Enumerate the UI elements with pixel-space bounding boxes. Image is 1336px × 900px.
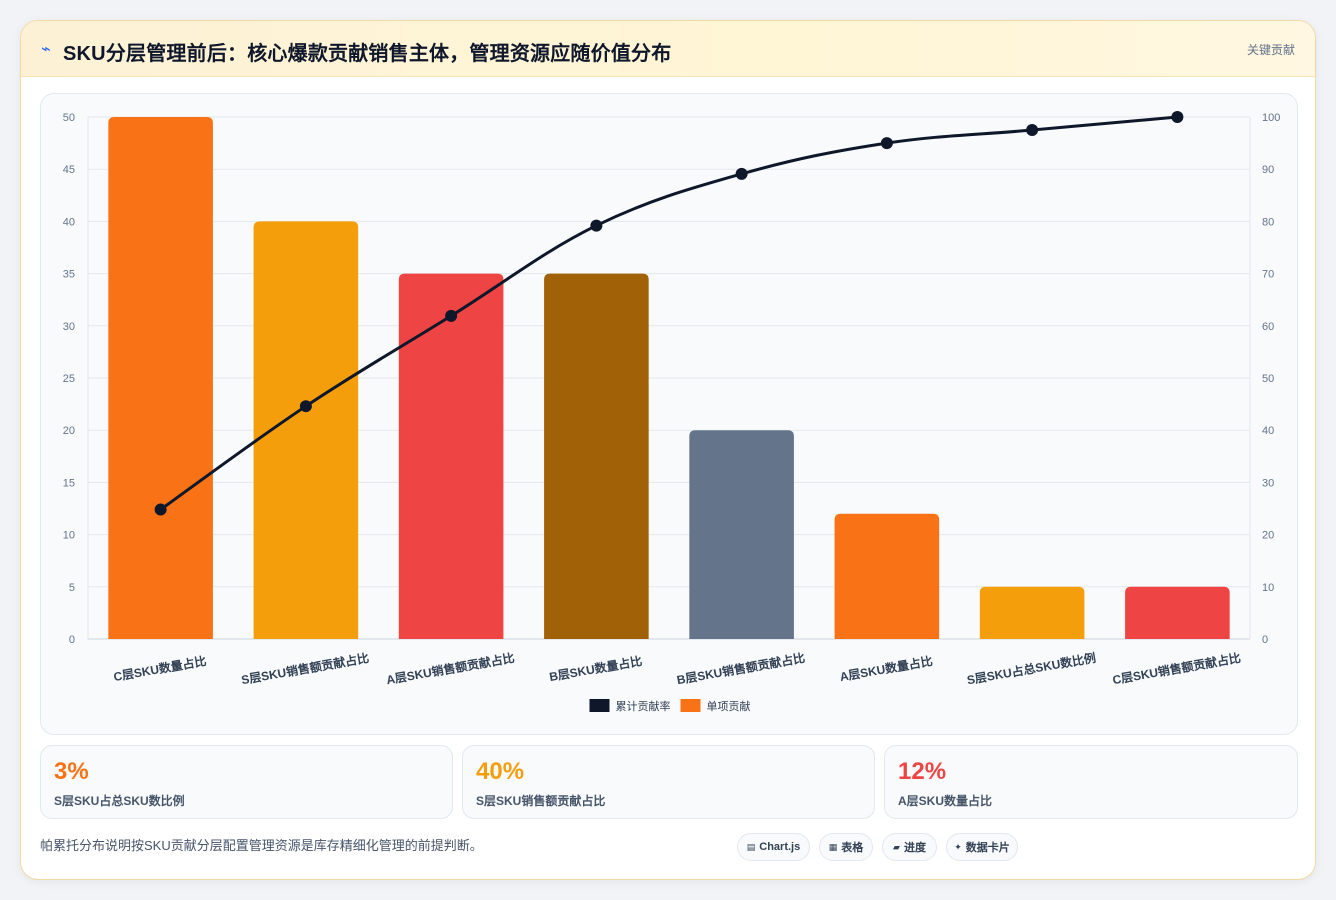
legend-label: 累计贡献率 [616,699,671,713]
y-left-tick-label: 5 [69,582,75,594]
y-left-tick-label: 15 [63,477,75,489]
x-tick-label: C层SKU销售额贡献占比 [1111,650,1242,687]
y-left-tick-label: 35 [63,269,75,281]
bar [834,513,940,639]
cumulative-point [445,309,458,322]
y-right-tick-label: 70 [1262,269,1274,281]
y-right-tick-label: 80 [1262,216,1274,228]
cumulative-point [880,137,893,150]
y-right-tick-label: 0 [1262,634,1268,646]
report-card: ⌁ SKU分层管理前后：核心爆款贡献销售主体，管理资源应随价值分布 关键贡献 0… [20,20,1316,880]
y-left-tick-label: 0 [69,634,75,646]
chart-container: 0 5 10 15 20 25 30 35 40 45 50 0 10 20 30 40 50 60 70 80 90 1… [40,93,1298,735]
y-left-tick-label: 30 [63,321,75,333]
x-tick-label: B层SKU销售额贡献占比 [676,650,807,687]
pill-chartjs[interactable]: ▤ Chart.js [737,833,810,861]
cumulative-point [735,167,748,180]
bar [253,221,359,639]
bar [398,273,504,639]
pill-datacard[interactable]: ✦ 数据卡片 [946,833,1018,861]
cumulative-point [154,503,167,516]
y-right-tick-label: 40 [1262,425,1274,437]
stat-value: 3% [54,758,89,785]
cumulative-point [299,400,312,413]
bar [108,117,213,639]
bar [1125,586,1230,639]
legend-label: 单项贡献 [707,699,751,713]
stat-value: 12% [898,758,947,785]
bar [689,430,794,639]
y-left-tick-label: 45 [63,164,75,176]
stat-label: A层SKU数量占比 [898,794,993,808]
y-right-tick-label: 30 [1262,477,1274,489]
cumulative-point [1026,124,1039,137]
pill-label: 表格 [841,842,864,854]
x-tick-label: A层SKU销售额贡献占比 [385,650,516,687]
pareto-chart: 0 5 10 15 20 25 30 35 40 45 50 0 10 20 30 40 50 60 70 80 90 1… [63,111,1280,713]
sparkle-icon: ✦ [954,841,962,852]
card-header: ⌁ SKU分层管理前后：核心爆款贡献销售主体，管理资源应随价值分布 关键贡献 [21,21,1315,77]
stat-card-2: 40% S层SKU销售额贡献占比 [462,745,875,819]
x-tick-label: S层SKU销售额贡献占比 [240,650,370,687]
y-right-tick-label: 50 [1262,373,1274,385]
legend-swatch [589,699,610,712]
stat-card-1: 3% S层SKU占总SKU数比例 [40,745,453,819]
stat-card-3: 12% A层SKU数量占比 [884,745,1298,819]
header-tag: 关键贡献 [1246,43,1295,57]
stat-label: S层SKU销售额贡献占比 [476,794,606,808]
cumulative-line [159,115,1178,511]
page-title: SKU分层管理前后：核心爆款贡献销售主体，管理资源应随价值分布 [63,43,672,65]
y-left-tick-label: 50 [63,112,75,124]
footer-note: 帕累托分布说明按SKU贡献分层配置管理资源是库存精细化管理的前提判断。 [40,838,483,853]
y-left-tick-label: 20 [63,425,75,437]
x-tick-label: C层SKU数量占比 [112,653,207,684]
y-right-tick-label: 100 [1262,112,1280,124]
pill-label: Chart.js [759,841,801,853]
cumulative-point [590,219,603,232]
x-tick-label: S层SKU占总SKU数比例 [966,650,1097,687]
stat-label: S层SKU占总SKU数比例 [54,794,185,808]
pill-table[interactable]: ▦ 表格 [819,833,873,861]
y-right-tick-label: 20 [1262,530,1274,542]
y-right-tick-label: 10 [1262,582,1274,594]
lightning-icon: ⌁ [41,41,51,58]
chart-icon: ▤ [746,841,756,852]
progress-icon: ▰ [893,841,900,852]
bar [979,586,1085,639]
bar [544,273,649,639]
y-right-tick-label: 90 [1262,164,1274,176]
y-left-tick-label: 25 [63,373,75,385]
pill-label: 数据卡片 [965,842,1010,854]
pill-progress[interactable]: ▰ 进度 [882,833,937,861]
pill-label: 进度 [903,842,926,854]
x-tick-label: A层SKU数量占比 [838,653,933,684]
stat-value: 40% [476,758,525,785]
legend-swatch [680,699,701,712]
x-tick-label: B层SKU数量占比 [548,653,643,684]
y-right-tick-label: 60 [1262,321,1274,333]
cumulative-point [1171,111,1184,123]
y-left-tick-label: 10 [63,530,75,542]
y-left-tick-label: 40 [63,216,75,228]
table-icon: ▦ [828,841,838,852]
